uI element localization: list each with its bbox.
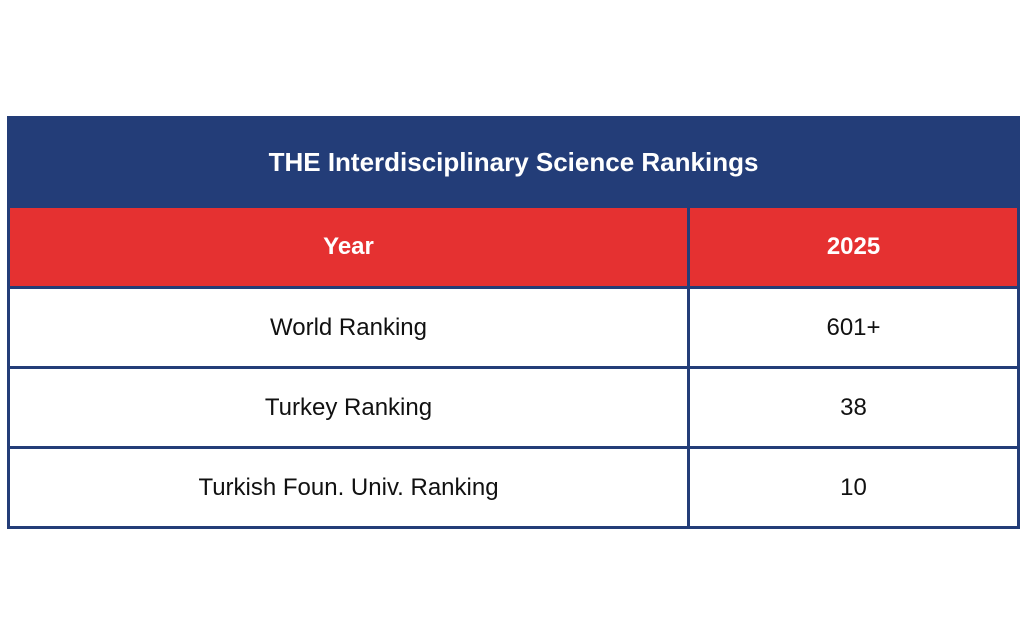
row-label: World Ranking — [7, 286, 690, 369]
row-value: 38 — [686, 366, 1021, 449]
table-header-row: Year 2025 — [7, 205, 1021, 289]
table-title: THE Interdisciplinary Science Rankings — [6, 116, 1021, 208]
table-row: Turkey Ranking 38 — [7, 366, 1021, 449]
row-label: Turkish Foun. Univ. Ranking — [7, 446, 690, 529]
header-year-value: 2025 — [686, 205, 1021, 289]
header-year-label: Year — [7, 205, 690, 289]
table-row: Turkish Foun. Univ. Ranking 10 — [7, 446, 1021, 529]
table-title-row: THE Interdisciplinary Science Rankings — [6, 116, 1021, 208]
row-value: 10 — [686, 446, 1021, 529]
row-label: Turkey Ranking — [7, 366, 690, 449]
table-row: World Ranking 601+ — [7, 286, 1021, 369]
rankings-table: THE Interdisciplinary Science Rankings Y… — [6, 116, 1021, 529]
row-value: 601+ — [686, 286, 1021, 369]
